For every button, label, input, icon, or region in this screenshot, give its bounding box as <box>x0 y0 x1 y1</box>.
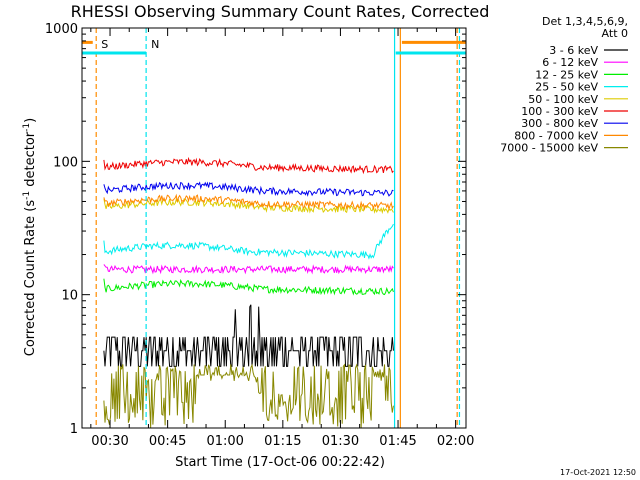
series-line-8 <box>103 363 394 428</box>
x-tick-label-5: 01:45 <box>379 434 416 449</box>
legend-label-0: 3 - 6 keV <box>549 44 598 57</box>
y-axis-label-sup1: -1 <box>22 191 32 200</box>
x-axis-ticks: 00:30 00:45 01:00 01:15 01:30 01:45 02:00 <box>90 28 474 449</box>
timestamp: 17-Oct-2021 12:50 <box>560 468 636 477</box>
y-tick-label-0: 1 <box>70 422 78 437</box>
x-tick-label-6: 02:00 <box>437 434 474 449</box>
legend-header-line2: Att 0 <box>602 27 628 40</box>
legend-label-7: 800 - 7000 keV <box>514 129 598 142</box>
legend-label-8: 7000 - 15000 keV <box>500 142 598 155</box>
x-tick-label-2: 01:00 <box>206 434 243 449</box>
series-line-4 <box>103 197 394 215</box>
x-tick-label-1: 00:45 <box>149 434 186 449</box>
y-axis-label: Corrected Count Rate (s-1 detector-1) <box>22 118 38 356</box>
legend-label-6: 300 - 800 keV <box>521 117 598 130</box>
legend-label-5: 100 - 300 keV <box>521 105 598 118</box>
y-axis-ticks: 1 10 100 1000 <box>45 22 466 437</box>
series-line-2 <box>103 278 394 296</box>
series-line-3 <box>103 223 394 260</box>
series-line-1 <box>103 264 394 275</box>
y-tick-label-2: 100 <box>53 155 78 170</box>
series-line-7 <box>103 193 394 211</box>
legend-label-1: 6 - 12 keV <box>542 56 598 69</box>
x-tick-label-4: 01:30 <box>322 434 359 449</box>
marker-label-1: N <box>151 38 159 51</box>
series-line-0 <box>103 304 394 367</box>
legend-header-line1: Det 1,3,4,5,6,9, <box>542 15 628 28</box>
series-line-6 <box>103 181 394 197</box>
x-tick-label-3: 01:15 <box>264 434 301 449</box>
y-axis-label-part3: ) <box>23 118 38 123</box>
x-tick-label-0: 00:30 <box>91 434 128 449</box>
series-line-5 <box>103 156 394 175</box>
y-axis-label-sup2: -1 <box>22 123 32 132</box>
chart-title: RHESSI Observing Summary Count Rates, Co… <box>71 2 490 21</box>
legend-label-4: 50 - 100 keV <box>528 93 598 106</box>
y-tick-label-1: 10 <box>61 289 78 304</box>
legend-label-2: 12 - 25 keV <box>535 68 598 81</box>
x-axis-label: Start Time (17-Oct-06 00:22:42) <box>175 455 385 470</box>
y-tick-label-3: 1000 <box>45 22 78 37</box>
y-axis-label-part1: Corrected Count Rate (s <box>23 200 38 357</box>
legend-label-3: 25 - 50 keV <box>535 81 598 94</box>
y-axis-label-part2: detector <box>23 131 38 191</box>
marker-label-0: S <box>101 38 108 51</box>
plot-frame <box>81 27 467 429</box>
